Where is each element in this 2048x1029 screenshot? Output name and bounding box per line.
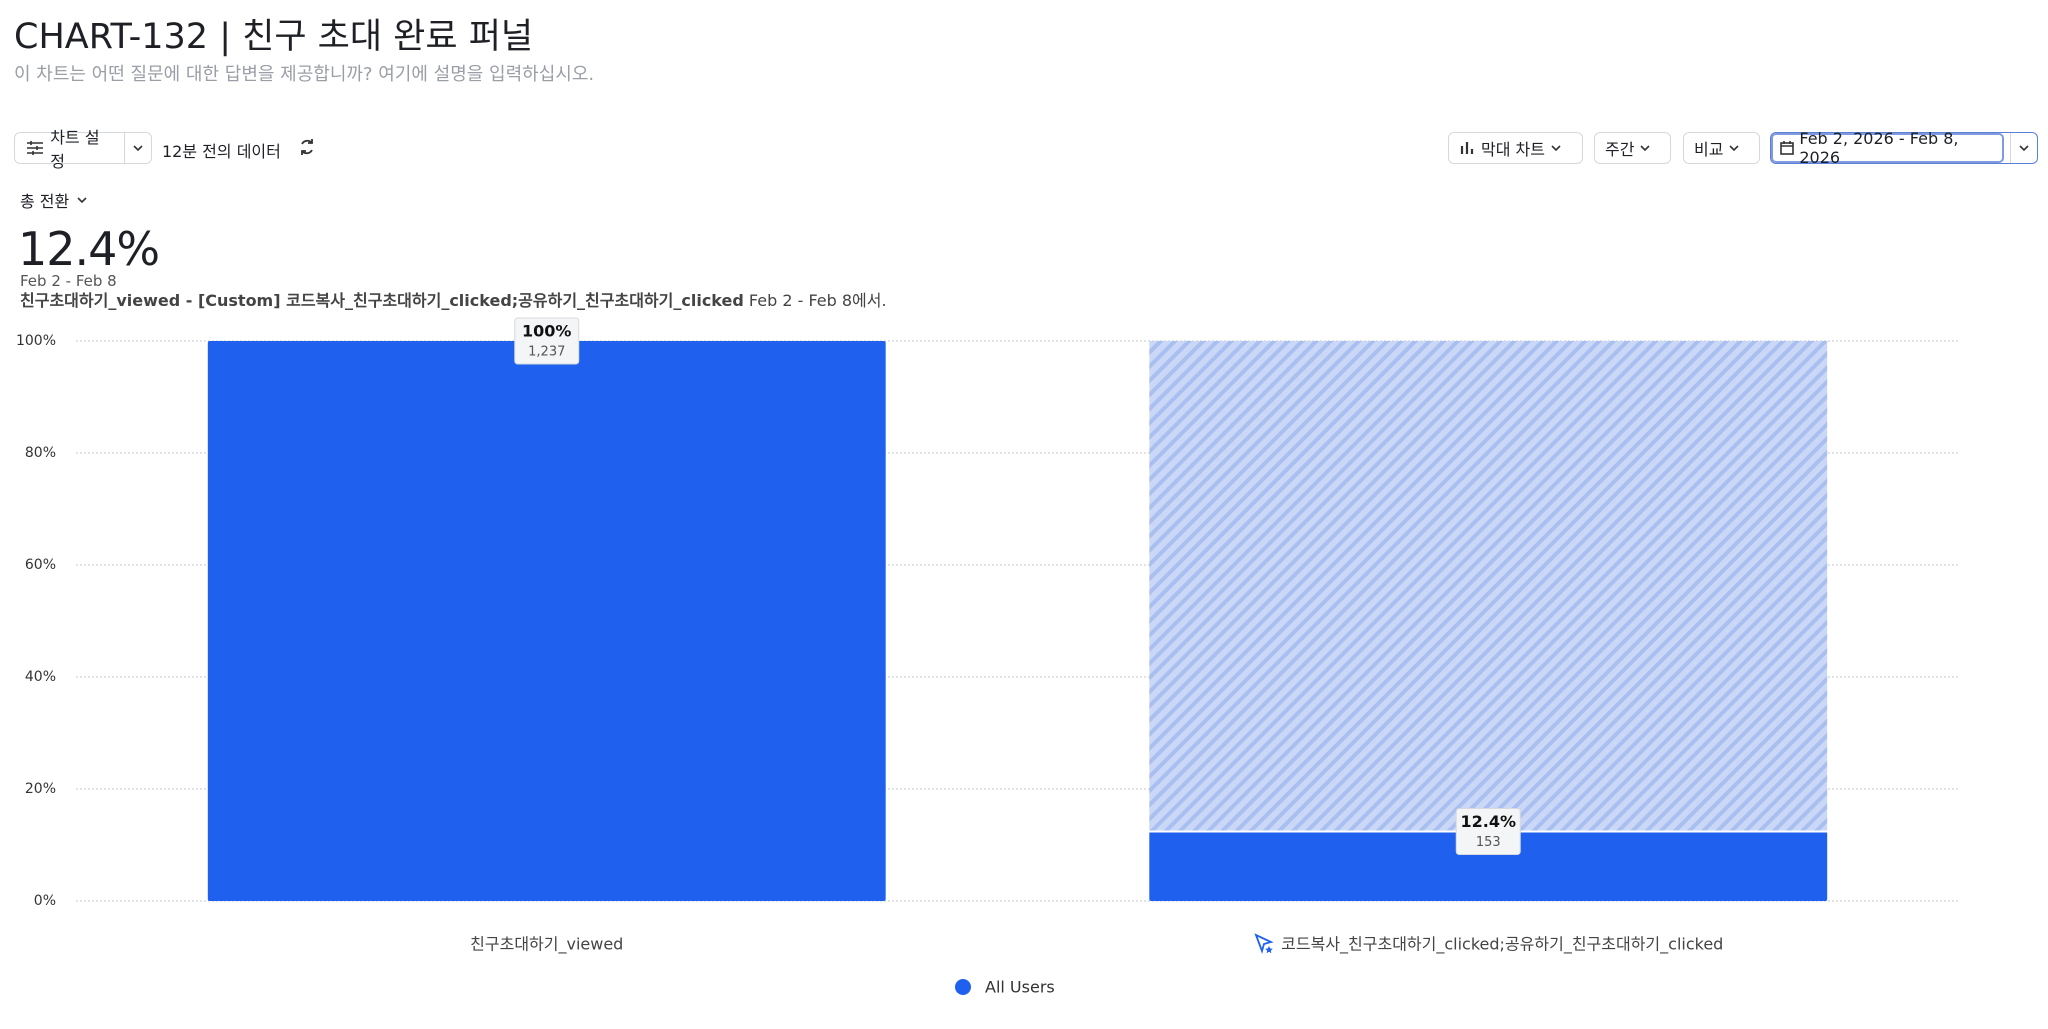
description-rest: Feb 2 - Feb 8에서.: [743, 291, 887, 310]
refresh-icon[interactable]: [297, 137, 317, 157]
date-range-field[interactable]: Feb 2, 2026 - Feb 8, 2026: [1771, 129, 2004, 167]
chevron: [1551, 145, 1561, 152]
page-subtitle: 이 차트는 어떤 질문에 대한 답변을 제공합니까? 여기에 설명을 입력하십시…: [14, 64, 595, 85]
interval-label: 주간: [1605, 140, 1635, 159]
settings-label: 차트 설정: [50, 128, 100, 171]
x-tick-label: 코드복사_친구초대하기_clicked;공유하기_친구초대하기_clicked: [1281, 935, 1723, 955]
count-label: 153: [1476, 835, 1501, 850]
compare-label: 비교: [1694, 140, 1724, 159]
label-box: [1455, 808, 1521, 856]
settings-dropdown[interactable]: [124, 133, 151, 163]
date-range-label: Feb 2, 2026 - Feb 8, 2026: [1799, 129, 1959, 167]
cursor-icon: [1254, 933, 1274, 954]
bar: [207, 341, 886, 901]
y-tick-label: 0%: [34, 893, 56, 909]
metric-selector[interactable]: 총 전환: [20, 188, 87, 212]
drop-off-area: [1149, 341, 1828, 832]
count-label: 1,237: [528, 345, 565, 360]
chevron: [77, 197, 87, 204]
value-label: 100%: [522, 322, 571, 341]
y-tick-label: 40%: [25, 669, 56, 685]
chevron: [133, 145, 143, 152]
calendar-icon: [1780, 141, 1794, 155]
metric-label: 총 전환: [20, 192, 70, 211]
chart-type-label: 막대 차트: [1481, 140, 1545, 159]
summary-value: 12.4%: [18, 222, 160, 276]
interval-button[interactable]: 주간: [1594, 132, 1671, 164]
value-label: 12.4%: [1460, 812, 1516, 831]
chevron: [1640, 145, 1651, 152]
chevron: [2019, 145, 2029, 152]
chevron: [1729, 145, 1740, 152]
y-tick-label: 100%: [16, 333, 56, 349]
summary-description: 친구초대하기_viewed - [Custom] 코드복사_친구초대하기_cli…: [20, 287, 887, 311]
description-bold: 친구초대하기_viewed - [Custom] 코드복사_친구초대하기_cli…: [20, 291, 744, 310]
compare-button[interactable]: 비교: [1683, 132, 1760, 164]
label-box: [514, 317, 580, 365]
y-tick-label: 80%: [25, 445, 56, 461]
date-dropdown[interactable]: [2010, 133, 2037, 163]
y-tick-label: 20%: [25, 781, 56, 797]
x-tick-label: 친구초대하기_viewed: [470, 935, 623, 955]
page-title: CHART-132 | 친구 초대 완료 퍼널: [14, 17, 534, 57]
summary-period: Feb 2 - Feb 8: [20, 272, 117, 290]
bar-icon: [1460, 142, 1474, 154]
data-freshness: 12분 전의 데이터: [162, 142, 281, 161]
settings-icon: [27, 141, 43, 155]
settings-button[interactable]: 차트 설정: [14, 128, 152, 171]
bar: [1149, 831, 1828, 901]
y-tick-label: 60%: [25, 557, 56, 573]
legend-swatch: [955, 979, 971, 995]
legend-label: All Users: [985, 978, 1055, 997]
chart-type-button[interactable]: 막대 차트: [1448, 132, 1583, 164]
date-range-button[interactable]: Feb 2, 2026 - Feb 8, 2026: [1770, 129, 2038, 167]
